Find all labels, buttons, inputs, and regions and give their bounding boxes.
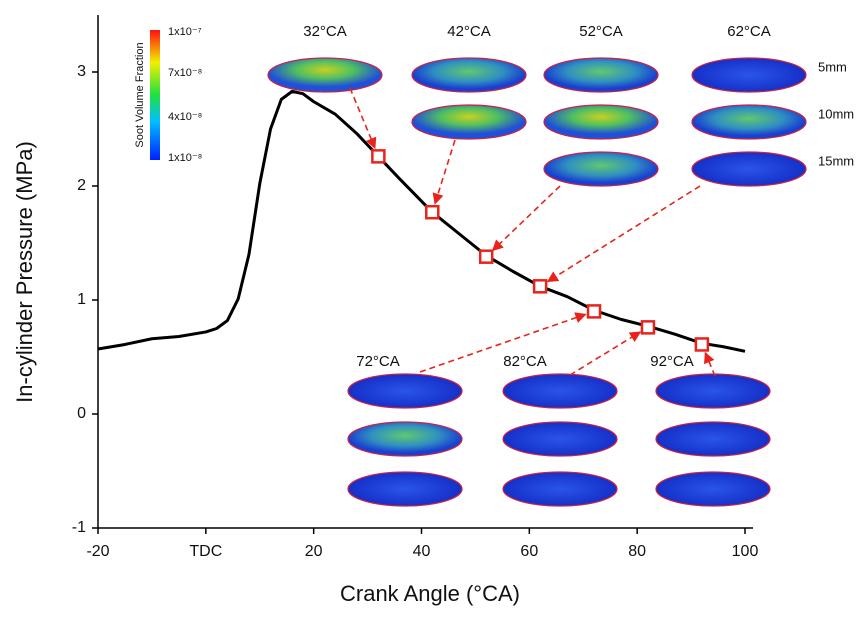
marker (372, 150, 384, 162)
y-tick-label: 2 (77, 177, 86, 194)
marker (642, 321, 654, 333)
depth-label: 10mm (818, 106, 854, 121)
y-tick-label: 0 (77, 405, 86, 422)
inset-label: 32°CA (303, 23, 347, 40)
arrow (705, 353, 715, 376)
inset-label: 42°CA (447, 23, 491, 40)
y-tick-label: 3 (77, 63, 86, 80)
arrow (548, 186, 700, 282)
marker (588, 305, 600, 317)
y-tick-label: 1 (77, 291, 86, 308)
x-tick-label: 60 (520, 543, 538, 560)
x-tick-label: TDC (189, 543, 222, 560)
inset-label: 62°CA (727, 23, 771, 40)
colorbar-label: 1x10⁻⁸ (168, 152, 202, 164)
inset-label: 92°CA (650, 353, 694, 370)
colorbar-title: Soot Volume Fraction (134, 42, 146, 147)
depth-label: 5mm (818, 59, 847, 74)
marker (426, 206, 438, 218)
x-axis-title: Crank Angle (°CA) (340, 581, 520, 606)
arrow (493, 186, 560, 250)
inset-label: 52°CA (579, 23, 623, 40)
y-tick-label: -1 (72, 519, 86, 536)
inset-label: 72°CA (356, 353, 400, 370)
x-tick-label: 20 (305, 543, 323, 560)
colorbar-label: 1x10⁻⁷ (168, 26, 202, 38)
arrow (435, 140, 455, 204)
marker (534, 280, 546, 292)
x-tick-label: -20 (86, 543, 109, 560)
colorbar-label: 7x10⁻⁸ (168, 67, 202, 79)
marker (480, 251, 492, 263)
chart: Crank Angle (°CA) In-cylinder Pressure (… (0, 0, 865, 612)
colorbar (150, 30, 160, 160)
marker (696, 338, 708, 350)
arrow (570, 332, 640, 375)
y-axis-title: In-cylinder Pressure (MPa) (12, 141, 37, 403)
colorbar-label: 4x10⁻⁸ (168, 111, 202, 123)
x-tick-label: 40 (413, 543, 431, 560)
x-tick-label: 100 (732, 543, 759, 560)
inset-label: 82°CA (503, 353, 547, 370)
x-tick-label: 80 (628, 543, 646, 560)
depth-label: 15mm (818, 153, 854, 168)
